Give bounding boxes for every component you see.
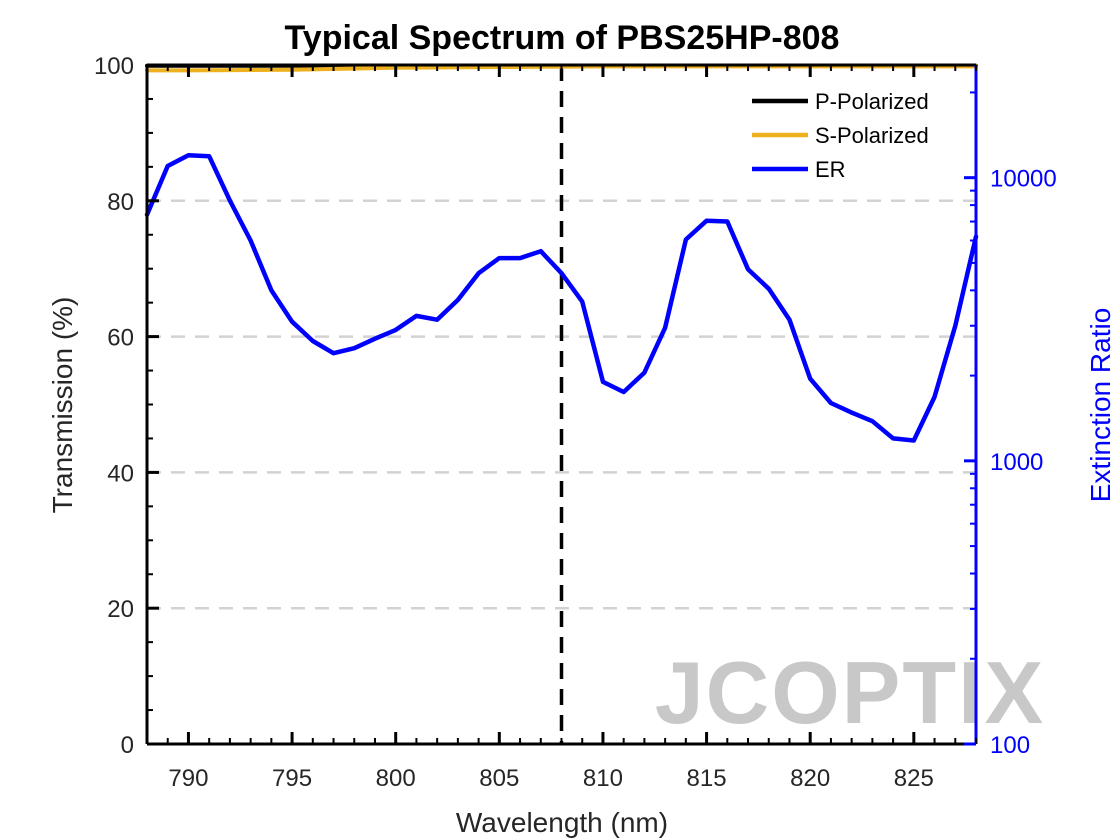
watermark-logo: JCOPTIX — [655, 643, 1046, 742]
y-tick-label: 0 — [121, 732, 134, 759]
y2-tick-label: 1000 — [990, 449, 1043, 476]
y-axis-label: Transmission (%) — [47, 297, 78, 514]
x-tick-label: 820 — [790, 765, 830, 792]
y-tick-label: 20 — [107, 596, 134, 623]
y-tick-label: 100 — [94, 53, 134, 80]
y2-tick-label: 100 — [990, 732, 1030, 759]
y-tick-label: 60 — [107, 325, 134, 352]
x-tick-label: 805 — [479, 765, 519, 792]
x-tick-label: 790 — [168, 765, 208, 792]
x-axis-label: Wavelength (nm) — [456, 807, 668, 838]
legend-label: ER — [815, 157, 846, 182]
x-tick-label: 810 — [583, 765, 623, 792]
chart-title: Typical Spectrum of PBS25HP-808 — [285, 19, 840, 57]
x-tick-label: 815 — [687, 765, 727, 792]
legend-label: P-Polarized — [815, 89, 929, 114]
legend: P-Polarized S-Polarized ER — [752, 89, 929, 182]
x-tick-label: 825 — [894, 765, 934, 792]
y-tick-label: 40 — [107, 460, 134, 487]
x-tick-label: 795 — [272, 765, 312, 792]
y-tick-label: 80 — [107, 189, 134, 216]
legend-label: S-Polarized — [815, 123, 929, 148]
y2-tick-label: 10000 — [990, 166, 1057, 193]
x-tick-label: 800 — [376, 765, 416, 792]
y2-axis-label: Extinction Ratio — [1085, 308, 1116, 503]
